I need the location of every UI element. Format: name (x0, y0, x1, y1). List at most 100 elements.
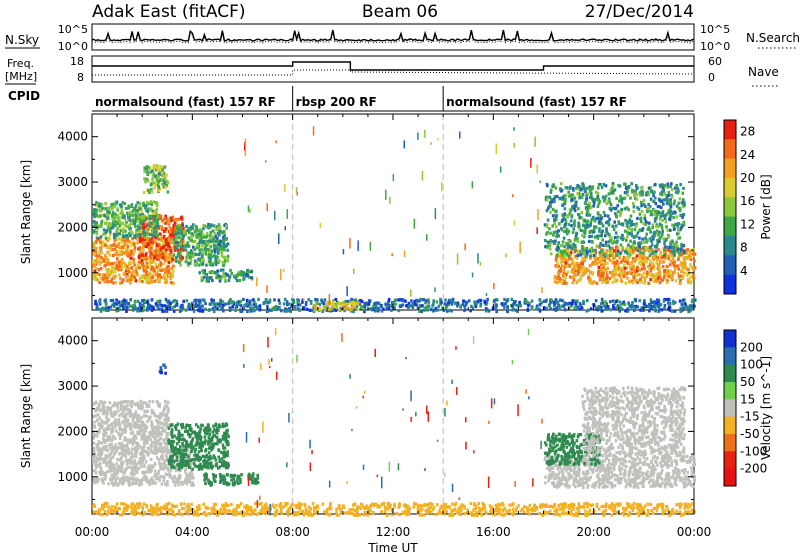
y-tick-label: 1000 (57, 266, 88, 280)
range-cell (107, 482, 110, 486)
range-cell (613, 188, 617, 192)
range-cell (280, 309, 283, 313)
range-cell (131, 447, 134, 452)
range-cell (350, 298, 354, 302)
range-cell (655, 275, 658, 279)
range-cell (633, 196, 637, 201)
range-cell (342, 249, 345, 255)
range-cell (493, 283, 495, 290)
range-cell (168, 235, 171, 239)
range-cell (599, 305, 603, 310)
range-cell (191, 481, 195, 485)
range-cell (180, 304, 183, 308)
range-cell (99, 302, 102, 306)
range-cell (304, 301, 308, 305)
range-cell (208, 234, 212, 238)
range-cell (644, 237, 648, 241)
range-cell (177, 223, 180, 227)
range-cell (249, 299, 252, 303)
range-cell (137, 260, 141, 265)
range-cell (169, 474, 172, 478)
range-cell (557, 272, 561, 276)
range-cell (155, 164, 159, 168)
range-cell (138, 218, 141, 222)
range-cell (476, 300, 479, 304)
range-cell (592, 227, 596, 231)
range-cell (124, 299, 128, 303)
range-cell (611, 190, 614, 194)
range-cell (627, 226, 630, 230)
range-cell (323, 308, 327, 312)
range-cell (191, 473, 194, 477)
range-cell (152, 259, 156, 263)
range-cell (159, 276, 163, 280)
range-cell (666, 198, 669, 202)
range-cell (587, 276, 590, 280)
range-cell (120, 238, 124, 242)
range-cell (157, 186, 160, 190)
range-cell (615, 269, 618, 273)
range-cell (214, 260, 218, 264)
range-cell (440, 300, 443, 305)
range-cell (147, 302, 150, 306)
range-cell (112, 302, 116, 306)
range-cell (629, 267, 633, 271)
range-cell (596, 216, 599, 220)
range-cell (161, 243, 165, 247)
range-cell (565, 230, 568, 234)
range-cell (643, 267, 646, 271)
range-cell (95, 232, 99, 236)
range-cell (117, 446, 121, 450)
range-cell (566, 270, 570, 274)
range-cell (138, 226, 141, 230)
range-cell (647, 202, 650, 207)
range-cell (669, 228, 672, 232)
range-cell (479, 298, 483, 302)
range-cell (134, 279, 138, 283)
range-cell (243, 303, 246, 307)
range-cell (577, 221, 580, 225)
range-cell (436, 308, 440, 312)
range-cell (103, 231, 107, 235)
range-cell (554, 239, 557, 243)
range-cell (678, 299, 682, 303)
range-cell (141, 280, 144, 284)
range-cell (227, 302, 230, 306)
range-cell (681, 305, 685, 309)
range-cell (613, 277, 617, 281)
range-cell (258, 308, 262, 312)
range-cell (226, 273, 230, 277)
range-cell (608, 258, 612, 262)
range-cell (283, 297, 287, 301)
range-cell (150, 476, 154, 480)
range-cell (97, 254, 100, 258)
range-cell (687, 271, 691, 276)
range-cell (620, 222, 623, 226)
range-cell (586, 299, 589, 303)
range-cell (449, 299, 453, 303)
range-cell (419, 304, 422, 308)
range-cell (121, 236, 124, 240)
range-cell (100, 307, 104, 311)
range-cell (582, 223, 585, 227)
range-cell (334, 308, 338, 312)
range-cell (640, 228, 644, 232)
range-cell (589, 247, 593, 252)
range-cell (154, 469, 157, 473)
range-cell (551, 184, 555, 188)
range-cell (493, 298, 496, 303)
range-cell (542, 306, 546, 310)
range-cell (221, 268, 225, 272)
range-cell (654, 252, 657, 257)
range-cell (291, 298, 294, 302)
range-cell (127, 254, 130, 258)
range-cell (115, 263, 118, 267)
range-cell (447, 303, 450, 307)
range-cell (146, 300, 149, 304)
range-cell (649, 266, 653, 270)
range-cell (654, 302, 658, 306)
range-cell (668, 305, 671, 309)
range-cell (253, 308, 256, 312)
range-cell (656, 258, 659, 262)
range-cell (150, 260, 154, 264)
